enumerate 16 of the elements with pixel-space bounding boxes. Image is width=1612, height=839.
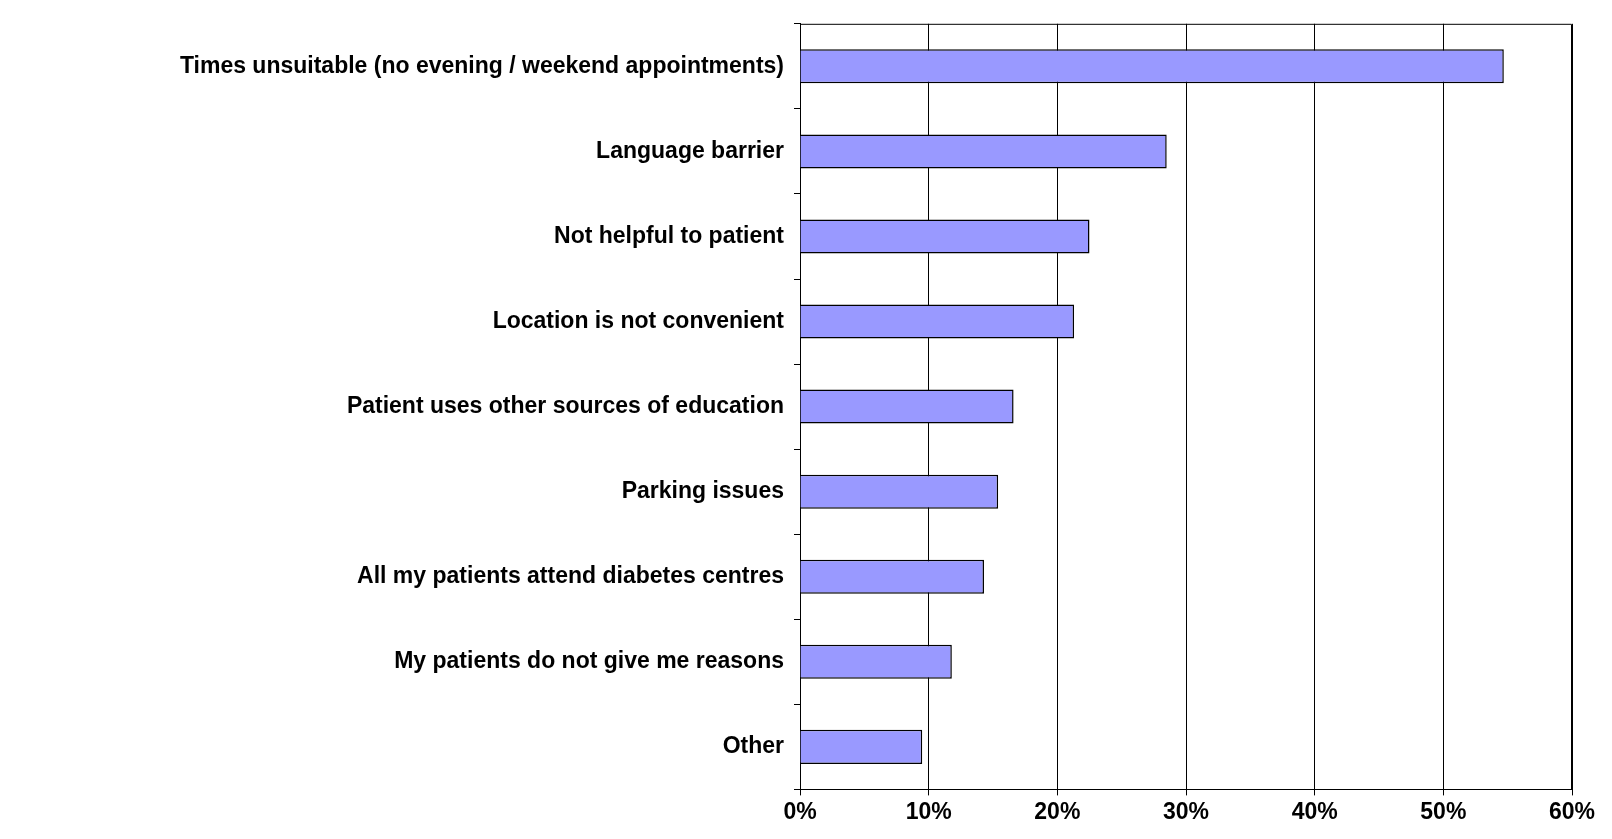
x-tick-label: 40% xyxy=(1291,797,1338,824)
y-tick-label: Language barrier xyxy=(596,136,785,163)
x-tick-label: 10% xyxy=(905,797,952,824)
y-tick-label: Parking issues xyxy=(621,477,784,504)
x-tick-label: 30% xyxy=(1162,797,1210,824)
x-tick-label: 60% xyxy=(1548,797,1596,824)
x-tick-label: 50% xyxy=(1420,797,1467,824)
y-tick-label: Location is not convenient xyxy=(492,306,785,333)
y-tick-label: Patient uses other sources of education xyxy=(346,391,784,418)
y-tick-label: My patients do not give me reasons xyxy=(394,647,784,674)
y-tick-label: Other xyxy=(722,732,785,759)
x-tick-label: 20% xyxy=(1034,797,1081,824)
y-tick-label: Times unsuitable (no evening / weekend appointments) xyxy=(179,51,784,78)
y-tick-label: Not helpful to patient xyxy=(554,221,785,248)
x-tick-label: 0% xyxy=(783,797,817,824)
y-tick-label: All my patients attend diabetes centres xyxy=(357,562,784,589)
